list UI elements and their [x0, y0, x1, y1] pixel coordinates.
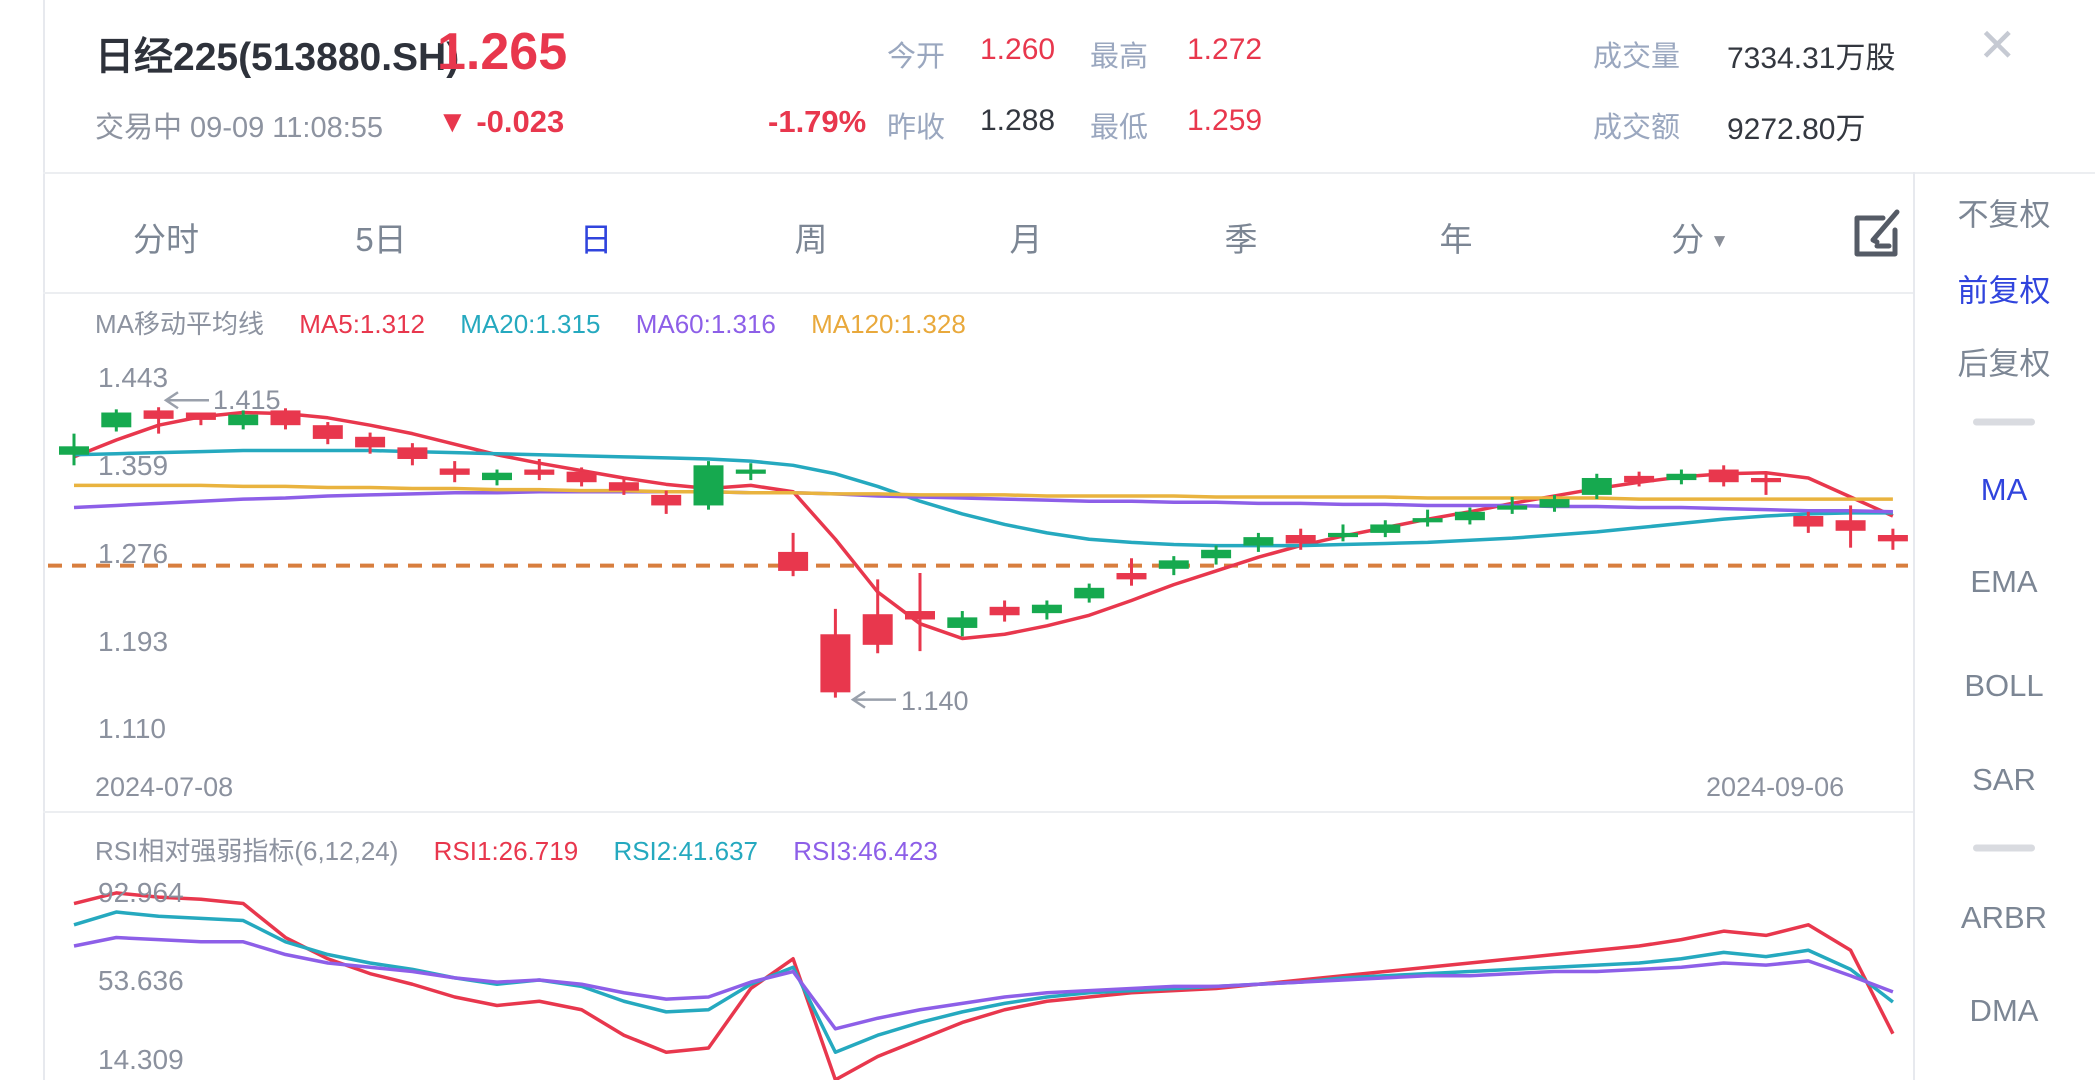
- indicator-arbr-button[interactable]: ARBR: [1960, 900, 2048, 935]
- indicator-ema-button[interactable]: EMA: [1970, 564, 2038, 599]
- instrument-title: 日经225(513880.SH): [95, 36, 460, 79]
- price-axis-tick: 1.359: [98, 450, 169, 481]
- chevron-down-icon: ▼: [1710, 231, 1729, 252]
- tab-5day[interactable]: 5日: [355, 221, 407, 258]
- ma120-legend: MA120:1.328: [811, 309, 966, 339]
- low-value: 1.259: [1187, 104, 1263, 137]
- tab-minute-dropdown[interactable]: 分 ▼: [1671, 221, 1729, 258]
- last-price: 1.265: [437, 23, 568, 81]
- x-axis-start-date: 2024-07-08: [95, 772, 234, 802]
- adjust-none-button[interactable]: 不复权: [1957, 197, 2051, 233]
- ma60-legend: MA60:1.316: [635, 309, 776, 339]
- tab-quarterly[interactable]: 季: [1224, 221, 1258, 258]
- down-arrow-icon: ▼: [437, 104, 468, 139]
- left-border-line: [43, 0, 45, 1080]
- ma20-legend: MA20:1.315: [460, 309, 601, 339]
- ma-legend: MA移动平均线 MA5:1.312 MA20:1.315 MA60:1.316 …: [95, 304, 994, 341]
- edit-chart-icon[interactable]: [1843, 200, 1909, 266]
- price-axis-tick: 1.443: [98, 362, 169, 393]
- tab-yearly[interactable]: 年: [1439, 221, 1473, 258]
- indicator-dma-button[interactable]: DMA: [1969, 993, 2039, 1028]
- sidebar-divider: [1913, 172, 1915, 1080]
- high-value: 1.272: [1187, 33, 1263, 66]
- indicator-boll-button[interactable]: BOLL: [1964, 668, 2044, 703]
- tab-monthly[interactable]: 月: [1009, 221, 1043, 258]
- tabbar-divider: [43, 292, 1913, 294]
- rsi-axis-tick: 92.964: [98, 877, 184, 908]
- rsi-legend-title: RSI相对强弱指标(6,12,24): [95, 836, 399, 866]
- open-label: 今开: [887, 41, 946, 73]
- pane-divider: [43, 811, 1913, 813]
- rsi-axis-tick: 14.309: [98, 1044, 184, 1075]
- price-change: ▼ -0.023: [437, 104, 565, 139]
- adjust-forward-button[interactable]: 前复权: [1957, 273, 2051, 309]
- rsi-axis-tick: 53.636: [98, 965, 184, 996]
- low-label: 最低: [1090, 112, 1149, 144]
- adjust-backward-button[interactable]: 后复权: [1957, 346, 2051, 382]
- open-value: 1.260: [980, 33, 1056, 66]
- indicator-sar-button[interactable]: SAR: [1972, 762, 2036, 797]
- ma-legend-title: MA移动平均线: [95, 309, 265, 339]
- tab-daily[interactable]: 日: [579, 221, 613, 258]
- rsi-legend: RSI相对强弱指标(6,12,24) RSI1:26.719 RSI2:41.6…: [95, 831, 966, 868]
- volume-value: 7334.31万股: [1727, 42, 1896, 75]
- turnover-label: 成交额: [1593, 112, 1681, 144]
- rsi3-legend: RSI3:46.423: [793, 836, 938, 866]
- header-divider: [43, 172, 2095, 174]
- price-axis-tick: 1.110: [98, 713, 166, 744]
- tab-weekly[interactable]: 周: [794, 221, 828, 258]
- high-price-annotation: 1.415: [213, 385, 281, 415]
- sidebar-divider-bar: [1973, 844, 2035, 852]
- x-axis-end-date: 2024-09-06: [1706, 772, 1845, 802]
- price-axis-tick: 1.193: [98, 626, 169, 657]
- trading-status: 交易中 09-09 11:08:55: [95, 112, 384, 144]
- ma5-legend: MA5:1.312: [299, 309, 425, 339]
- low-price-annotation: 1.140: [901, 686, 969, 716]
- sidebar-divider-bar: [1973, 418, 2035, 426]
- prev-close-value: 1.288: [980, 104, 1056, 137]
- price-change-percent: -1.79%: [768, 104, 867, 139]
- indicator-ma-button[interactable]: MA: [1980, 472, 2028, 507]
- prev-close-label: 昨收: [887, 112, 946, 144]
- close-icon[interactable]: ✕: [1978, 19, 2017, 71]
- price-axis-tick: 1.276: [98, 538, 169, 569]
- tab-minute[interactable]: 分时: [133, 221, 199, 258]
- rsi2-legend: RSI2:41.637: [613, 836, 758, 866]
- rsi1-legend: RSI1:26.719: [433, 836, 579, 866]
- high-label: 最高: [1090, 41, 1149, 73]
- volume-label: 成交量: [1593, 41, 1681, 73]
- turnover-value: 9272.80万: [1727, 113, 1866, 146]
